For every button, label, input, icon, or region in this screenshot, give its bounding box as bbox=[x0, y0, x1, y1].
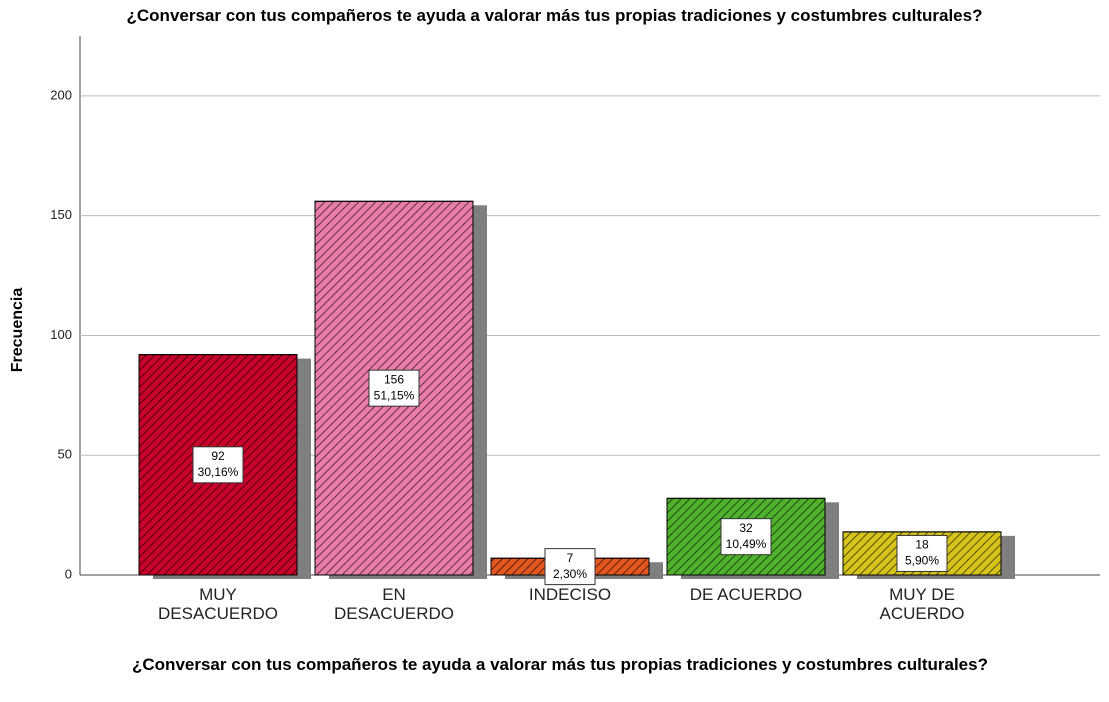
data-label: 32 bbox=[739, 521, 753, 535]
data-label: 7 bbox=[567, 551, 574, 565]
data-label: 2,30% bbox=[553, 567, 587, 581]
y-tick-label: 200 bbox=[50, 87, 72, 102]
x-tick-label: EN DESACUERDO bbox=[334, 585, 454, 623]
y-tick-label: 0 bbox=[65, 566, 72, 581]
data-label: 10,49% bbox=[726, 537, 767, 551]
y-tick-label: 150 bbox=[50, 207, 72, 222]
data-label: 92 bbox=[211, 449, 225, 463]
data-label: 18 bbox=[915, 538, 929, 552]
y-tick-label: 50 bbox=[58, 447, 72, 462]
x-tick-label: MUY DESACUERDO bbox=[158, 585, 278, 623]
data-label-box bbox=[720, 518, 772, 556]
data-label-box bbox=[368, 369, 420, 407]
y-tick-label: 100 bbox=[50, 327, 72, 342]
data-label-box bbox=[896, 534, 948, 572]
data-label-box bbox=[192, 446, 244, 484]
data-label: 5,90% bbox=[905, 554, 939, 568]
chart-title: ¿Conversar con tus compañeros te ayuda a… bbox=[126, 6, 983, 25]
data-label-box bbox=[544, 548, 596, 586]
x-tick-label: INDECISO bbox=[528, 585, 612, 604]
data-label: 51,15% bbox=[374, 388, 415, 402]
x-axis-label: ¿Conversar con tus compañeros te ayuda a… bbox=[132, 655, 988, 674]
data-label: 30,16% bbox=[198, 465, 239, 479]
x-tick-label: MUY DE ACUERDO bbox=[879, 585, 965, 623]
y-axis-label: Frecuencia bbox=[9, 288, 26, 373]
data-label: 156 bbox=[384, 372, 404, 386]
x-tick-label: DE ACUERDO bbox=[689, 585, 803, 604]
